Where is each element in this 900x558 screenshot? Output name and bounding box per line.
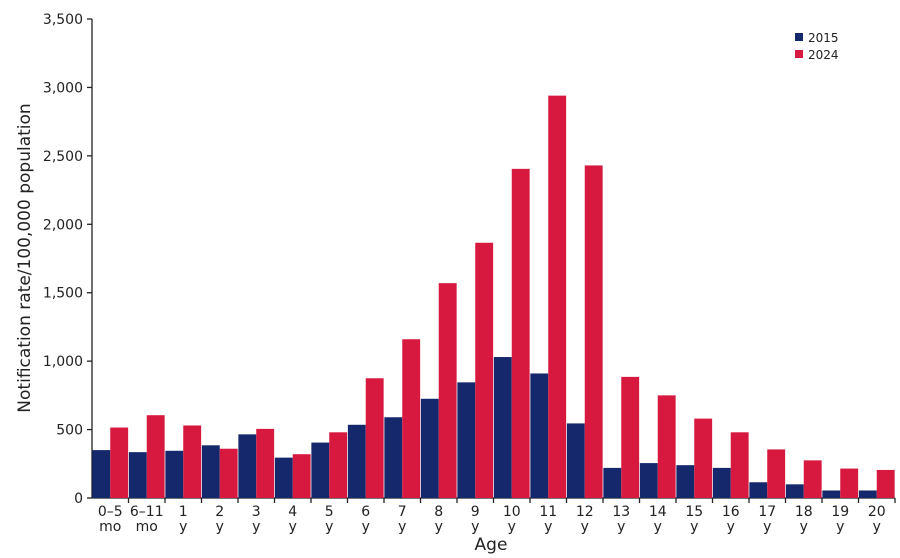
x-tick-label: 18 y [795,504,813,535]
bar [876,469,895,498]
bar [730,432,749,498]
bar [201,445,220,498]
bar [712,467,731,498]
bar [311,442,330,498]
bar [584,165,603,499]
bar [548,95,567,498]
y-tick-label: 0 [74,491,83,507]
x-tick-label: 20 y [868,504,886,535]
bar [749,482,768,498]
y-axis-title: Notification rate/100,000 population [15,103,35,412]
bar [475,242,494,498]
bar [238,434,257,498]
legend-swatch [795,50,803,58]
bar [292,454,311,498]
bar [676,465,695,498]
y-tick-label: 1,000 [43,354,83,370]
x-tick-label: 13 y [612,504,630,535]
bar [256,428,275,498]
bar [146,415,165,498]
x-tick-label: 0–5 mo [98,504,123,535]
bar [438,283,457,498]
x-tick-label: 6–11 mo [130,504,164,535]
legend-label: 2024 [808,48,839,62]
x-tick-label: 19 y [831,504,849,535]
bar [92,450,111,498]
bar [183,425,202,498]
y-tick-label: 1,500 [43,286,83,302]
y-tick-label: 2,000 [43,217,83,233]
bar [347,424,366,498]
bar [457,382,476,498]
bar [128,452,147,498]
bar [694,418,713,498]
x-axis-title: Age [475,535,508,555]
bar [858,490,877,498]
bar [274,457,293,498]
legend-swatch [795,33,803,41]
y-tick-label: 3,000 [43,80,83,96]
x-tick-label: 12 y [576,504,594,535]
bar [603,467,622,498]
bar [420,398,439,498]
bar [803,460,822,498]
x-tick-label: 15 y [685,504,703,535]
bar [657,395,676,498]
bar [402,339,421,498]
bar [165,450,184,498]
y-tick-label: 500 [56,423,83,439]
x-tick-label: 14 y [649,504,667,535]
bar [785,484,804,498]
bar [365,378,384,498]
bar [822,490,841,498]
x-tick-label: 17 y [758,504,776,535]
bar [384,417,403,498]
y-tick-label: 2,500 [43,149,83,165]
bar [767,449,786,498]
bar [840,468,859,498]
legend-label: 2015 [808,31,839,45]
bar [110,427,129,498]
bar [511,168,530,498]
x-tick-label: 10 y [503,504,521,535]
bar [530,373,549,498]
bar [493,357,512,498]
bar [329,432,348,498]
bar [639,463,658,498]
bar [566,423,585,498]
x-tick-label: 11 y [539,504,557,535]
x-tick-label: 16 y [722,504,740,535]
bar [621,376,640,498]
bar [219,448,238,498]
y-tick-label: 3,500 [43,12,83,28]
